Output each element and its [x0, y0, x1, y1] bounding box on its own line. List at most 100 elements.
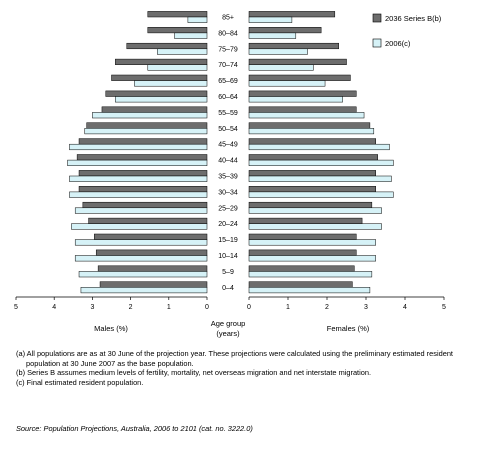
age-group-label: 60–64	[218, 94, 238, 101]
age-group-label: 25–29	[218, 205, 238, 212]
male-bar-2006	[84, 128, 208, 135]
male-bar-2036	[78, 138, 208, 145]
female-bar-2036	[248, 122, 371, 129]
x-axes	[15, 296, 445, 300]
male-bar-2036	[88, 217, 208, 224]
male-bar-2036	[147, 27, 208, 34]
age-group-label: 55–59	[218, 110, 238, 117]
male-bar-2036	[97, 265, 208, 272]
female-bar-2036	[248, 58, 347, 65]
x-tick-labels: 5 4 3 2 1 0 0 1 2 3 4 5	[14, 304, 446, 311]
female-bar-2036	[248, 186, 376, 193]
female-bar-2036	[248, 138, 376, 145]
age-group-label: 35–39	[218, 174, 238, 181]
male-bar-2006	[78, 271, 208, 278]
male-bar-2006	[74, 239, 208, 246]
male-x-tick-label: 3	[90, 304, 94, 311]
female-bar-2006	[248, 128, 375, 135]
male-bar-2006	[74, 207, 208, 214]
age-group-label: 85+	[222, 15, 234, 22]
male-bar-2036	[99, 281, 208, 288]
male-bar-2006	[69, 191, 208, 198]
males-axis-title: Males (%)	[94, 324, 128, 333]
female-bars	[248, 11, 394, 294]
age-group-label: 0–4	[222, 285, 234, 292]
female-x-tick-label: 5	[442, 304, 446, 311]
male-x-tick-label: 4	[52, 304, 56, 311]
female-x-tick-label: 0	[247, 304, 251, 311]
male-bar-2006	[69, 175, 208, 182]
age-group-label: 5–9	[222, 269, 234, 276]
female-bar-2006	[248, 96, 343, 103]
female-bar-2036	[248, 281, 353, 288]
male-x-tick-label: 1	[167, 304, 171, 311]
female-bar-2006	[248, 112, 365, 119]
legend-swatch-2036	[372, 13, 382, 23]
female-bar-2036	[248, 74, 351, 81]
male-bar-2036	[147, 11, 208, 18]
female-bar-2006	[248, 16, 293, 23]
male-bar-2036	[78, 186, 208, 193]
male-bar-2006	[147, 64, 208, 71]
female-bar-2006	[248, 175, 392, 182]
male-bar-2036	[82, 201, 208, 209]
male-bar-2006	[92, 112, 208, 119]
male-bar-2036	[105, 90, 208, 97]
age-group-label: 75–79	[218, 46, 238, 53]
age-group-label: 45–49	[218, 142, 238, 149]
female-bar-2006	[248, 223, 382, 230]
male-bar-2036	[115, 58, 208, 65]
female-bar-2006	[248, 287, 371, 294]
male-bar-2036	[76, 154, 208, 161]
age-group-label: 30–34	[218, 189, 238, 196]
female-bar-2006	[248, 80, 326, 87]
female-x-tick-label: 4	[403, 304, 407, 311]
male-bar-2036	[86, 122, 208, 129]
legend-label-2036: 2036 Series B(b)	[385, 14, 442, 23]
male-bar-2006	[67, 159, 208, 166]
male-bar-2036	[95, 249, 208, 256]
female-bar-2006	[248, 32, 297, 39]
footnote-c: (c) Final estimated resident population.	[16, 377, 144, 387]
male-bar-2006	[69, 143, 208, 151]
male-bar-2036	[101, 106, 208, 113]
age-group-label: 70–74	[218, 62, 238, 69]
footnote-b: (b) Series B assumes medium levels of fe…	[16, 368, 372, 378]
footnote-a: (a) All populations are as at 30 June of…	[16, 349, 453, 368]
age-group-label: 15–19	[218, 237, 238, 244]
female-bar-2036	[248, 233, 357, 240]
female-bar-2006	[248, 207, 382, 214]
male-bar-2006	[74, 255, 208, 262]
female-bar-2036	[248, 42, 339, 50]
footnotes: (a) All populations are as at 30 June of…	[16, 349, 471, 387]
age-group-labels: 0–4 5–9 10–14 15–19 20–24 25–29 30–34 35–39 40–4…	[218, 15, 238, 292]
female-bar-2036	[248, 154, 378, 161]
male-x-tick-label: 2	[129, 304, 133, 311]
age-group-label: 40–44	[218, 158, 238, 165]
female-bar-2006	[248, 143, 390, 151]
age-group-label: 50–54	[218, 126, 238, 133]
age-group-label: 80–84	[218, 30, 238, 37]
female-x-tick-label: 2	[325, 304, 329, 311]
legend-label-2006: 2006(c)	[385, 39, 411, 48]
male-bar-2006	[115, 96, 208, 103]
age-group-label: 65–69	[218, 78, 238, 85]
female-bar-2036	[248, 106, 357, 113]
female-bar-2006	[248, 255, 376, 262]
female-bar-2036	[248, 170, 376, 177]
female-bar-2036	[248, 27, 322, 34]
female-bar-2036	[248, 11, 336, 18]
legend-swatch-2006	[372, 38, 382, 48]
population-pyramid-chart: 0–4 5–9 10–14 15–19 20–24 25–29 30–34 35–39 40–4…	[14, 11, 446, 338]
female-bar-2036	[248, 201, 373, 209]
female-bar-2036	[248, 249, 357, 256]
female-bar-2006	[248, 159, 394, 166]
age-group-label: 10–14	[218, 253, 238, 260]
female-bar-2036	[248, 265, 355, 272]
male-bars	[67, 11, 208, 294]
female-bar-2036	[248, 217, 363, 224]
male-bar-2006	[157, 48, 208, 55]
male-bar-2036	[111, 74, 208, 81]
male-bar-2006	[174, 32, 208, 39]
female-bar-2036	[248, 90, 357, 97]
